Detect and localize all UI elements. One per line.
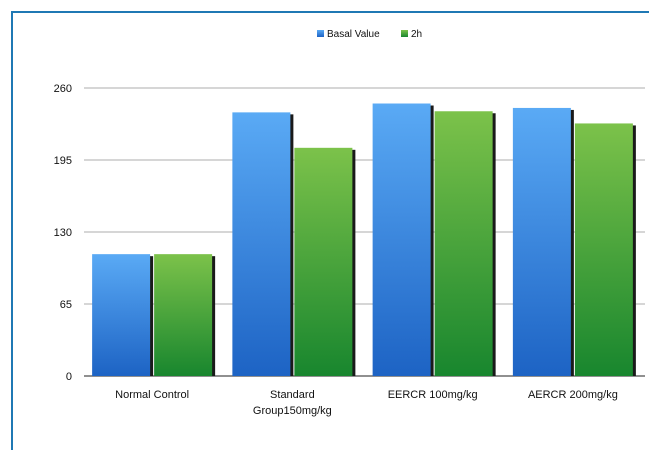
y-tick-label: 0 bbox=[66, 371, 72, 383]
bar-basal-value bbox=[372, 103, 431, 376]
legend-swatch bbox=[317, 30, 324, 37]
x-tick-label: AERCR 200mg/kg bbox=[528, 389, 618, 401]
x-tick-label: Standard bbox=[270, 389, 315, 401]
x-tick-label: EERCR 100mg/kg bbox=[388, 389, 478, 401]
bars bbox=[92, 103, 636, 376]
y-axis-ticks: 0 65 130 195 260 bbox=[54, 83, 72, 383]
legend: Basal Value 2h bbox=[317, 29, 422, 40]
y-tick-label: 260 bbox=[54, 83, 72, 95]
bar-2h bbox=[574, 123, 633, 376]
x-tick-label: Group150mg/kg bbox=[253, 405, 332, 417]
x-axis-ticks: Normal Control Standard Group150mg/kg EERCR… bbox=[115, 389, 618, 417]
y-tick-label: 65 bbox=[60, 299, 72, 311]
y-tick-label: 195 bbox=[54, 155, 72, 167]
y-tick-label: 130 bbox=[54, 227, 72, 239]
bar-2h bbox=[154, 254, 213, 376]
bar-basal-value bbox=[512, 107, 571, 376]
bar-basal-value bbox=[92, 254, 151, 376]
bar-basal-value bbox=[232, 112, 291, 376]
chart-border bbox=[11, 11, 649, 455]
legend-label: 2h bbox=[411, 29, 422, 40]
legend-swatch bbox=[401, 30, 408, 37]
bar-2h bbox=[434, 111, 493, 376]
bar-2h bbox=[294, 147, 353, 376]
x-tick-label: Normal Control bbox=[115, 389, 189, 401]
legend-label: Basal Value bbox=[327, 29, 380, 40]
